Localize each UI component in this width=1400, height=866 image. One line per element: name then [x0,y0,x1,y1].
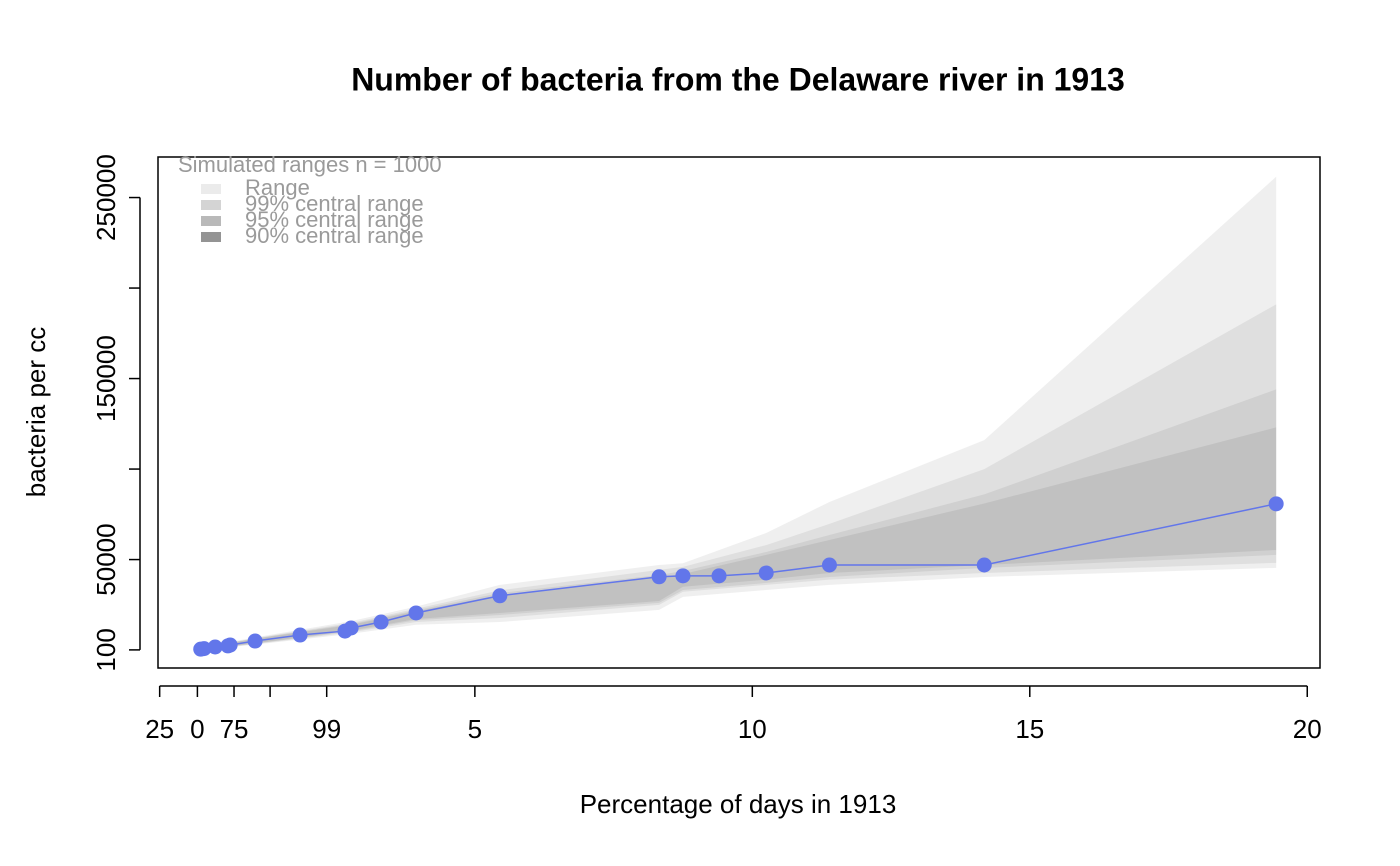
data-point [292,627,308,643]
data-point [196,641,212,657]
band [200,389,1277,650]
legend-label: 99% central range [245,191,424,216]
data-point [821,557,837,573]
x-tick-label: 20 [1293,714,1322,744]
legend-swatch [201,200,221,210]
data-point [758,565,774,581]
data-point [675,568,691,584]
x-tick-label: 75 [220,714,249,744]
legend-swatch [201,232,221,242]
band [200,304,1277,650]
legend-swatch [201,184,221,194]
legend-title: Simulated ranges n = 1000 [178,152,442,177]
x-tick-label: 5 [468,714,482,744]
x-tick-label: 99 [312,714,341,744]
x-tick-label: 10 [738,714,767,744]
chart-title: Number of bacteria from the Delaware riv… [351,61,1125,97]
y-tick-label: 50000 [91,523,121,595]
data-point [207,639,223,655]
legend-swatch [201,216,221,226]
band [200,176,1277,651]
y-axis-label: bacteria per cc [21,327,51,498]
data-point [247,633,263,649]
x-axis-label: Percentage of days in 1913 [580,789,897,819]
data-point [373,614,389,630]
legend-label: 90% central range [245,223,424,248]
data-point [408,605,424,621]
band [200,427,1277,650]
data-point [343,620,359,636]
legend-label: 95% central range [245,207,424,232]
y-tick-label: 250000 [91,154,121,241]
data-point [651,569,667,585]
data-point [222,637,238,653]
y-tick-label: 100 [91,628,121,671]
y-tick-label: 150000 [91,335,121,422]
plot-box [157,156,1321,669]
x-tick-label: 0 [190,714,204,744]
legend-label: Range [245,175,310,200]
data-point [492,588,508,604]
data-point [976,557,992,573]
data-point [711,568,727,584]
x-tick-label: 25 [145,714,174,744]
data-point [1268,496,1284,512]
x-tick-label: 15 [1015,714,1044,744]
